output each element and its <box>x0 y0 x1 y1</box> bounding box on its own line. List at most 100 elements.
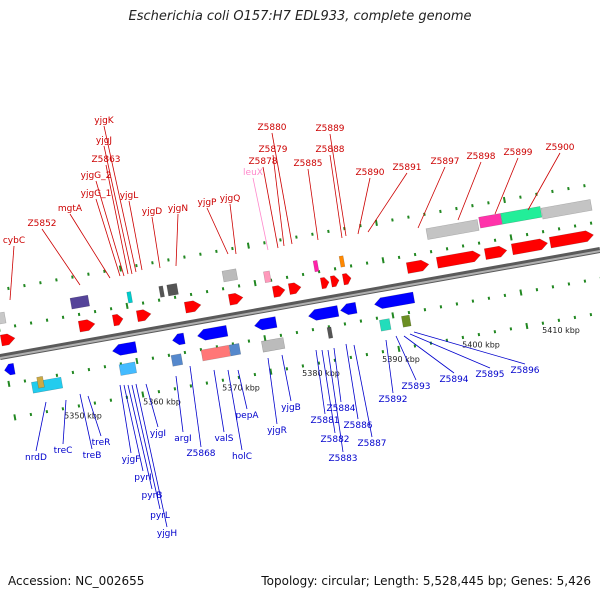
track-tick <box>7 286 10 291</box>
forward-feature-block <box>221 268 239 283</box>
forward-gene-leader-z5880 <box>271 132 293 245</box>
track-tick <box>71 275 74 279</box>
scale-tick-label: 5370 kbp <box>222 383 260 392</box>
reverse-gene-leader-yjgh <box>135 383 168 528</box>
track-tick <box>135 263 138 268</box>
forward-gene-leader-yjgn <box>175 213 179 267</box>
forward-gene-label-yjgg-1: yjgG_1 <box>81 189 112 199</box>
topology-label: Topology: circular; Length: 5,528,445 bp… <box>261 574 591 588</box>
forward-gene-arrow <box>435 250 481 269</box>
track-tick <box>503 293 507 298</box>
track-tick <box>343 322 347 326</box>
forward-gene-arrow <box>77 319 96 333</box>
reverse-gene-arrow <box>374 291 416 309</box>
track-tick <box>359 319 363 323</box>
track-tick <box>375 316 379 320</box>
genome-title: Escherichia coli O157:H7 EDL933, complet… <box>128 9 472 24</box>
reverse-gene-leader-yjgb <box>281 354 292 402</box>
track-tick <box>237 284 241 288</box>
reverse-gene-label-yjgf: yjgF <box>122 455 141 465</box>
forward-gene-leader-z5899 <box>494 157 519 215</box>
reverse-gene-leader-z5882 <box>321 349 336 434</box>
track-tick <box>573 224 577 228</box>
reverse-gene-arrow <box>172 332 186 346</box>
track-tick <box>247 339 251 343</box>
forward-gene-arrow <box>0 333 16 347</box>
forward-feature-block <box>425 219 480 240</box>
track-tick <box>0 325 1 332</box>
reverse-feature-block <box>118 361 137 376</box>
track-tick <box>311 327 315 332</box>
track-tick <box>502 196 506 204</box>
reverse-gene-label-trer: treR <box>92 438 111 448</box>
forward-gene-label-yjgg-2: yjgG_2 <box>81 171 112 181</box>
reverse-gene-leader-nrdd <box>35 401 47 452</box>
track-tick <box>167 258 170 262</box>
reverse-gene-leader-z5887 <box>353 344 373 438</box>
forward-gene-leader-yjgg-1 <box>95 198 121 277</box>
reverse-gene-label-yjgh: yjgH <box>157 529 177 539</box>
forward-gene-leader-z5897 <box>417 166 446 229</box>
track-tick <box>374 219 378 226</box>
accession-label: Accession: NC_002655 <box>8 574 145 588</box>
track-tick <box>381 257 385 264</box>
track-tick <box>221 287 225 291</box>
track-tick <box>263 335 267 342</box>
forward-feature-block <box>500 206 543 225</box>
reverse-gene-arrow <box>254 316 278 331</box>
track-tick <box>109 398 113 402</box>
reverse-gene-arrow <box>340 301 358 315</box>
forward-gene-leader-yjgk <box>103 125 137 273</box>
reverse-gene-label-z5881: Z5881 <box>310 416 339 426</box>
forward-feature-block <box>166 283 179 297</box>
track-tick <box>279 333 283 337</box>
track-tick <box>125 302 129 310</box>
track-tick <box>477 332 481 337</box>
track-tick <box>173 387 177 391</box>
forward-gene-label-yjgk: yjgK <box>94 116 115 126</box>
track-tick <box>333 267 337 271</box>
track-tick <box>573 315 577 320</box>
track-tick <box>509 327 513 331</box>
reverse-gene-label-vals: valS <box>214 434 233 444</box>
reverse-gene-label-z5887: Z5887 <box>357 439 386 449</box>
reverse-gene-label-z5893: Z5893 <box>401 382 430 392</box>
reverse-gene-leader-vals <box>213 369 225 433</box>
track-tick <box>311 232 314 236</box>
reverse-gene-leader-z5886 <box>345 343 359 420</box>
track-tick <box>567 282 571 286</box>
forward-gene-label-z5878: Z5878 <box>248 157 277 167</box>
forward-gene-arrow <box>287 282 302 295</box>
forward-feature-block <box>263 270 272 284</box>
forward-gene-label-yjgn: yjgN <box>168 204 188 214</box>
forward-gene-label-z5900: Z5900 <box>545 143 574 153</box>
reverse-gene-arrow <box>4 362 16 376</box>
scale-tick-label: 5360 kbp <box>143 397 181 406</box>
forward-gene-label-z5898: Z5898 <box>466 152 495 162</box>
track-tick <box>183 350 187 355</box>
forward-gene-leader-mgta <box>69 213 111 279</box>
track-tick <box>439 209 442 214</box>
track-tick <box>39 281 42 285</box>
track-tick <box>391 218 394 222</box>
reverse-gene-arrow <box>308 305 340 321</box>
track-tick <box>45 318 49 322</box>
reverse-gene-label-z5896: Z5896 <box>510 366 539 376</box>
reverse-gene-label-z5895: Z5895 <box>475 370 504 380</box>
track-tick <box>295 330 299 335</box>
reverse-gene-leader-holc <box>227 369 243 451</box>
reverse-gene-arrow <box>197 325 229 341</box>
track-tick <box>349 264 353 268</box>
forward-gene-label-z5891: Z5891 <box>392 163 421 173</box>
track-tick <box>445 247 449 251</box>
track-tick <box>71 370 75 375</box>
reverse-gene-leader-z5892 <box>385 339 394 394</box>
forward-gene-label-z5885: Z5885 <box>293 159 322 169</box>
track-tick <box>541 321 545 325</box>
reverse-gene-label-argi: argI <box>174 434 191 444</box>
track-tick <box>525 232 529 237</box>
forward-gene-arrow <box>510 238 549 256</box>
reverse-gene-label-z5886: Z5886 <box>343 421 372 431</box>
